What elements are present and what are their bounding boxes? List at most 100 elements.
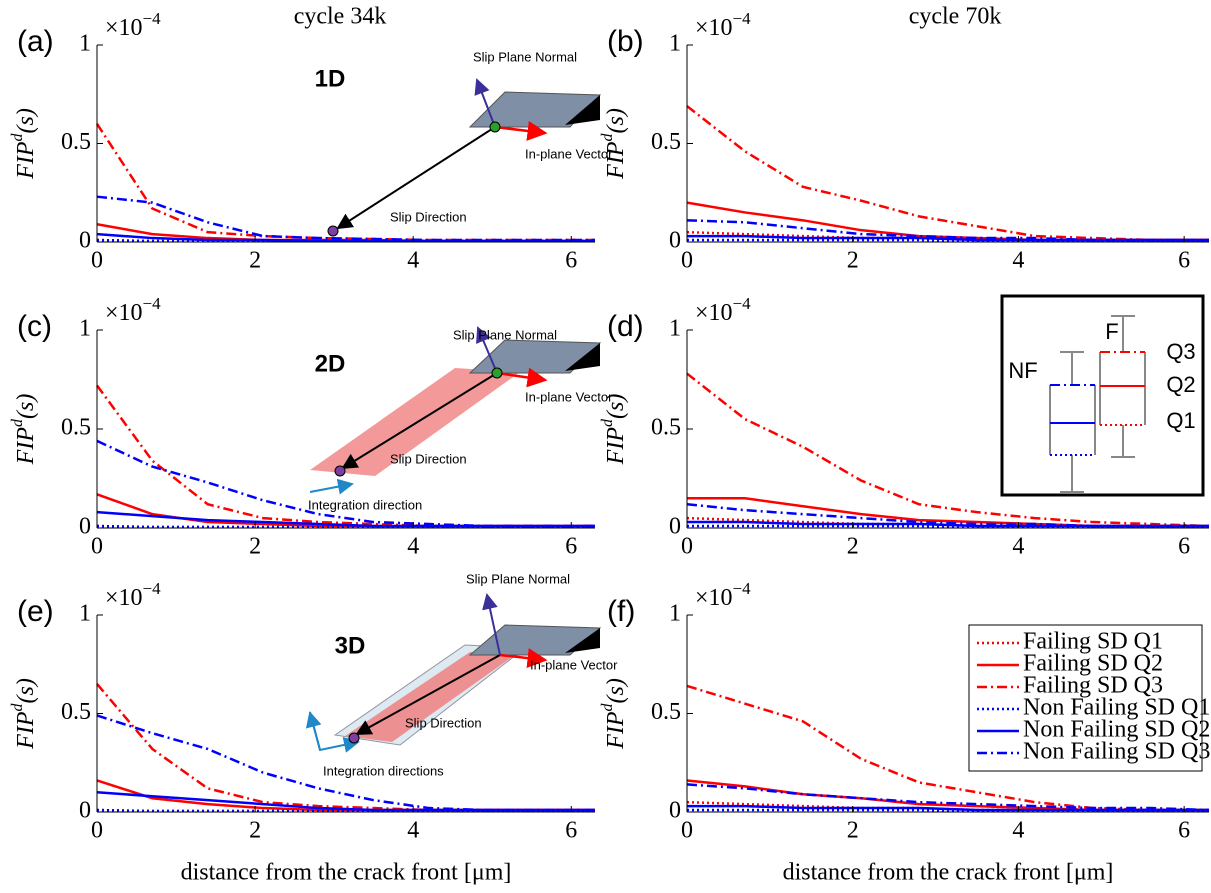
annotation: Slip Direction — [390, 451, 467, 466]
inset-title: 2D — [315, 350, 346, 377]
y-label-part: d — [9, 703, 26, 712]
box-legend-label: Q1 — [1166, 408, 1195, 433]
legend-label: Non Failing SD Q1 — [1023, 695, 1210, 721]
y-axis-label: FIPd(s) — [599, 678, 629, 750]
plane-edge — [565, 95, 600, 125]
x-tick-label: 6 — [565, 534, 577, 560]
x-tick-label: 4 — [407, 534, 419, 560]
end-point — [327, 225, 339, 237]
y-tick-label: 0 — [79, 798, 91, 824]
legend-label: Failing SD Q1 — [1023, 629, 1163, 655]
x-tick-label: 2 — [847, 818, 859, 844]
series-line — [96, 195, 595, 242]
y-tick-label: 0 — [669, 228, 681, 254]
y-multiplier-exponent: −4 — [143, 294, 162, 313]
y-multiplier-exponent: −4 — [733, 9, 752, 28]
y-multiplier-exponent: −4 — [733, 294, 752, 313]
y-multiplier: ×10−4 — [105, 294, 161, 326]
legend-label: Failing SD Q3 — [1023, 673, 1163, 699]
x-axis-label: distance from the crack front [μm] — [783, 860, 1114, 886]
x-tick-label: 4 — [407, 248, 419, 274]
x-tick-label: 2 — [847, 248, 859, 274]
box-legend-label: Q3 — [1166, 339, 1195, 364]
end-point — [334, 465, 346, 477]
annotation: Integration direction — [308, 497, 422, 512]
y-label-part: FIP — [603, 711, 629, 750]
y-multiplier-exponent: −4 — [143, 579, 162, 598]
box-legend-frame — [1000, 294, 1205, 497]
series-line — [96, 439, 595, 528]
y-axis-label: FIPd(s) — [599, 394, 629, 466]
normal-arrow — [482, 593, 501, 656]
series-line — [95, 384, 595, 528]
y-tick-label: 0 — [79, 228, 91, 254]
inset-title: 1D — [315, 65, 346, 92]
y-tick-label: 0 — [669, 514, 681, 540]
column-title: cycle 70k — [909, 4, 1002, 30]
box-legend-label: Q2 — [1166, 372, 1195, 397]
annotation: Integration directions — [323, 763, 444, 778]
y-tick-label: 1 — [79, 316, 91, 342]
y-label-part: d — [599, 703, 616, 712]
box-legend-label: F — [1105, 319, 1118, 344]
legend-label: Non Failing SD Q3 — [1023, 739, 1210, 765]
y-tick-label: 0.5 — [61, 415, 91, 441]
series-line — [686, 684, 1209, 812]
annotation: Slip Plane Normal — [466, 571, 570, 586]
y-multiplier-base: ×10 — [105, 300, 143, 326]
y-multiplier-exponent: −4 — [733, 579, 752, 598]
legend-frame — [968, 624, 1203, 772]
y-label-part: (s) — [13, 108, 39, 133]
annotation: Slip Direction — [405, 715, 482, 730]
y-multiplier: ×10−4 — [695, 294, 751, 326]
y-tick-label: 1 — [79, 31, 91, 57]
y-label-part: FIP — [603, 427, 629, 466]
y-multiplier-exponent: −4 — [143, 9, 162, 28]
series-line — [96, 714, 595, 812]
annotation: In-plane Vector — [530, 657, 618, 672]
y-tick-label: 0 — [669, 798, 681, 824]
x-tick-label: 6 — [565, 248, 577, 274]
x-tick-label: 4 — [407, 818, 419, 844]
y-tick-label: 1 — [669, 31, 681, 57]
y-tick-label: 0 — [79, 514, 91, 540]
panel-label: (f) — [607, 595, 635, 628]
column-title: cycle 34k — [294, 4, 387, 30]
box-legend-label: NF — [1008, 358, 1037, 383]
x-tick-label: 0 — [91, 534, 103, 560]
annotation: In-plane Vector — [525, 389, 613, 404]
legend-label: Failing SD Q2 — [1023, 651, 1163, 677]
x-tick-label: 0 — [91, 248, 103, 274]
panel-label: (c) — [17, 310, 52, 343]
panel: 0 0.5 1 0 2 4 6 ×10−4 FIPd(s) (c) — [9, 294, 595, 560]
series-line — [687, 804, 1209, 812]
x-tick-label: 0 — [681, 534, 693, 560]
inset-1d: 1D Slip Plane Normal In-plane Vector Sli… — [315, 49, 613, 237]
normal-arrow — [474, 78, 496, 128]
panel: 0 0.5 1 0 2 4 6 ×10−4 FIPd(s) (f) distance from th… — [599, 579, 1211, 886]
x-tick-label: 2 — [249, 534, 261, 560]
y-multiplier-base: ×10 — [695, 300, 733, 326]
y-label-part: (s) — [13, 394, 39, 419]
y-label-part: d — [599, 133, 616, 142]
inset-3d: 3D Slip Plane Normal In-plane Vector Sli… — [305, 571, 618, 778]
x-tick-label: 6 — [1178, 534, 1190, 560]
y-label-part: (s) — [603, 394, 629, 419]
series-line — [686, 783, 1210, 812]
y-multiplier-base: ×10 — [695, 15, 733, 41]
integration-arrow — [309, 478, 354, 495]
x-tick-label: 6 — [565, 818, 577, 844]
y-label-part: (s) — [13, 678, 39, 703]
y-tick-label: 1 — [669, 316, 681, 342]
x-tick-label: 0 — [681, 248, 693, 274]
y-tick-label: 0.5 — [61, 129, 91, 155]
series-line — [686, 219, 1209, 242]
x-axis-label: distance from the crack front [μm] — [181, 860, 512, 886]
y-label-part: FIP — [13, 427, 39, 466]
y-label-part: (s) — [603, 678, 629, 703]
box-legend: NF F Q3 Q2 Q1 — [1000, 294, 1205, 497]
series-line — [686, 372, 1210, 528]
plane-edge — [565, 343, 600, 371]
x-tick-label: 6 — [1178, 248, 1190, 274]
